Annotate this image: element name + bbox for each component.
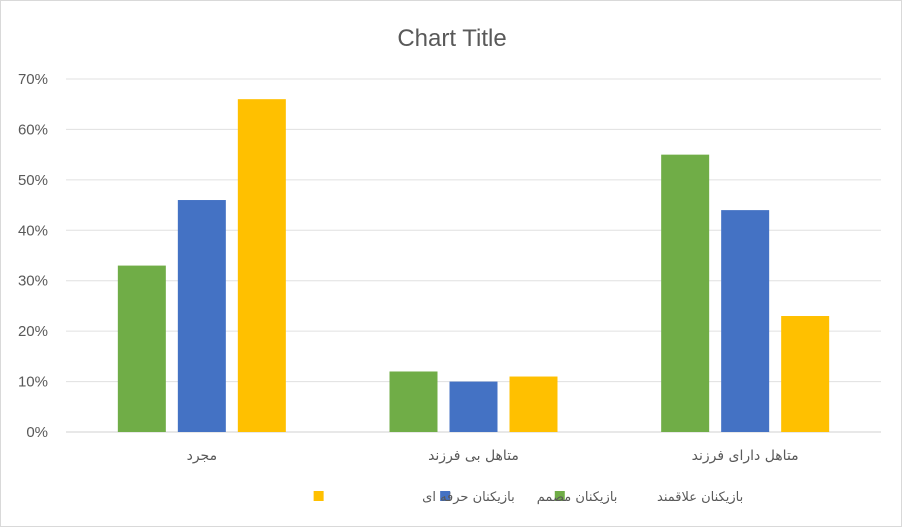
legend-label: بازیکنان مصمم <box>537 490 618 505</box>
bar <box>661 154 710 432</box>
chart-title: Chart Title <box>397 25 506 52</box>
y-tick-label: 10% <box>18 374 48 391</box>
legend-swatch <box>554 491 565 501</box>
legend-label: بازیکنان علاقمند <box>657 490 743 505</box>
y-tick-label: 50% <box>18 172 48 189</box>
y-tick-label: 30% <box>18 273 48 290</box>
legend-label: بازیکنان حرفه ای <box>422 490 515 505</box>
bar <box>237 99 286 433</box>
y-tick-label: 40% <box>18 222 48 239</box>
bar <box>509 376 558 432</box>
y-axis-ticks: 0% 10% 20% 30% 40% 50% 60% 70% <box>18 71 48 441</box>
x-category-label: مجرد <box>187 448 218 464</box>
legend-swatch <box>313 491 324 501</box>
y-tick-label: 70% <box>18 71 48 88</box>
y-tick-label: 0% <box>26 424 48 441</box>
category-labels: مجرد متاهل بی فرزند متاهل دارای فرزند <box>187 448 799 464</box>
legend: بازیکنان علاقمند بازیکنان مصمم بازیکنان حر… <box>313 490 743 505</box>
x-category-label: متاهل بی فرزند <box>428 448 519 464</box>
bar <box>721 210 770 432</box>
bar <box>177 200 226 432</box>
bar <box>449 381 498 432</box>
y-tick-label: 20% <box>18 323 48 340</box>
legend-swatch <box>440 491 451 501</box>
y-tick-label: 60% <box>18 121 48 138</box>
x-category-label: متاهل دارای فرزند <box>692 448 799 464</box>
bar <box>389 371 438 432</box>
bar <box>117 265 166 432</box>
bars <box>117 99 830 433</box>
bar <box>781 316 830 432</box>
